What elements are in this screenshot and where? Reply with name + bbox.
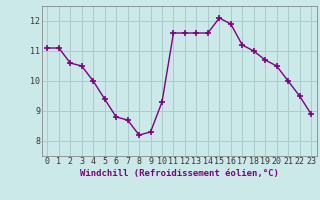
X-axis label: Windchill (Refroidissement éolien,°C): Windchill (Refroidissement éolien,°C) bbox=[80, 169, 279, 178]
